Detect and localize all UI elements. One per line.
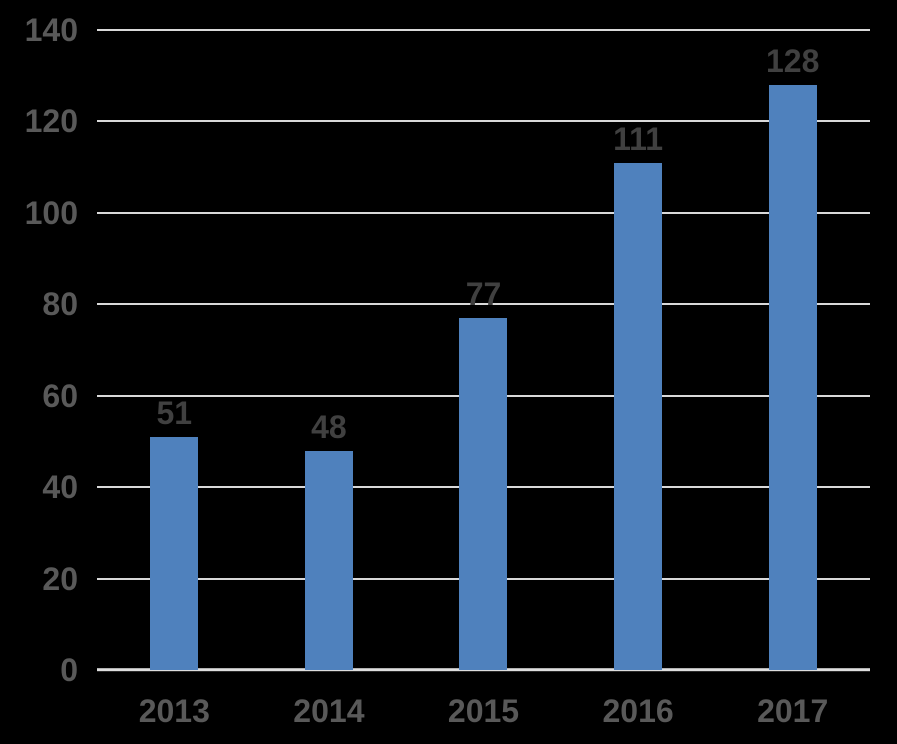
- bar-2014: [304, 450, 353, 670]
- bar-group-2017: 128: [715, 30, 870, 670]
- x-tick-label-2013: 2013: [138, 693, 210, 729]
- gridline-y120: [97, 120, 870, 123]
- bars-layer: 51 48 77 111 128: [97, 30, 870, 670]
- bar-group-2016: 111: [561, 30, 716, 670]
- bar-2013: [150, 436, 199, 670]
- bar-2015: [459, 318, 508, 670]
- x-tick-label-2014: 2014: [293, 693, 365, 729]
- data-label-2014: 48: [311, 408, 347, 445]
- plot-area: 51 48 77 111 128: [97, 29, 870, 672]
- bar-group-2013: 51: [97, 30, 252, 670]
- y-tick-label-20: 20: [42, 560, 78, 597]
- y-tick-label-40: 40: [42, 469, 78, 506]
- data-label-2015: 77: [465, 276, 502, 312]
- y-tick-label-60: 60: [42, 377, 78, 414]
- x-tick-label-2016: 2016: [602, 693, 674, 729]
- gridline-y80: [97, 303, 870, 306]
- bar-2016: [614, 162, 663, 670]
- gridline-y100: [97, 211, 870, 214]
- x-axis-tick-labels: 2013 2014 2015 2016 2017: [97, 692, 870, 730]
- bar-group-2015: 77: [406, 30, 561, 670]
- bar-2017: [768, 84, 817, 670]
- gridline-y140: [97, 29, 870, 31]
- data-label-2013: 51: [156, 394, 193, 431]
- y-tick-label-80: 80: [42, 286, 78, 323]
- x-tick-label-2015: 2015: [447, 693, 520, 729]
- data-label-2017: 128: [765, 42, 820, 79]
- y-tick-label-140: 140: [24, 12, 78, 48]
- x-tick-label-2017: 2017: [757, 693, 829, 729]
- y-tick-label-0: 0: [60, 652, 78, 688]
- data-label-2016: 111: [613, 120, 663, 157]
- y-tick-label-100: 100: [24, 194, 78, 231]
- bar-group-2014: 48: [252, 30, 407, 670]
- y-tick-label-120: 120: [24, 103, 78, 140]
